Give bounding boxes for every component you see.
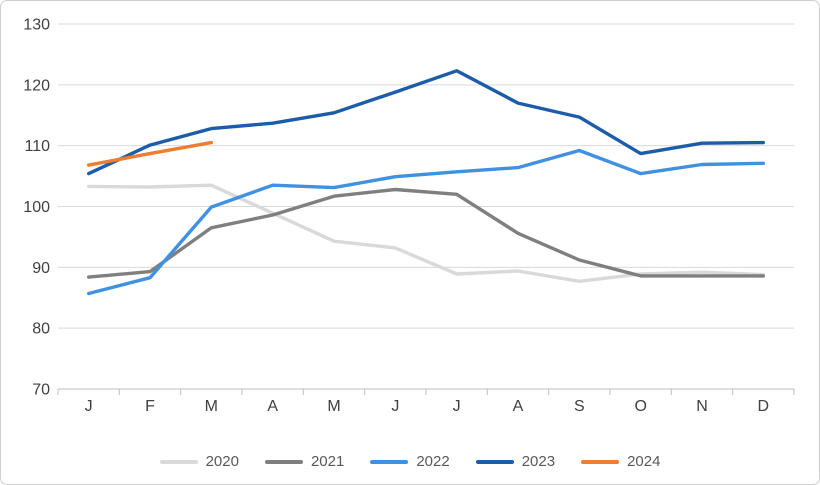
chart-legend: 2020 2021 2022 2023 2024 [1, 453, 819, 470]
y-axis-label-70: 70 [32, 382, 50, 399]
series-line-2022 [86, 148, 765, 296]
legend-label-2021: 2021 [310, 453, 345, 470]
legend-item-2022: 2022 [370, 453, 450, 470]
legend-swatch-2024 [581, 459, 620, 464]
x-axis-label-J-6: J [391, 398, 399, 415]
x-axis-label-F-2: F [145, 398, 155, 415]
series-line-2020 [86, 183, 765, 283]
x-axis-label-M-3: M [205, 398, 218, 415]
series-line-2024 [86, 140, 214, 167]
y-axis-label-90: 90 [32, 260, 50, 277]
y-axis-label-120: 120 [23, 77, 50, 94]
legend-label-2020: 2020 [205, 453, 239, 470]
legend-label-2023: 2023 [521, 453, 556, 470]
y-axis-label-100: 100 [23, 199, 50, 216]
series-line-2023 [86, 69, 765, 176]
x-axis-label-M-5: M [327, 398, 340, 415]
x-axis-label-J-7: J [453, 398, 461, 415]
x-axis-label-A-4: A [267, 398, 278, 415]
x-axis-label-A-8: A [513, 398, 524, 415]
legend-label-2022: 2022 [416, 453, 450, 470]
x-axis-label-J-1: J [85, 398, 93, 415]
x-axis-label-S-9: S [574, 398, 585, 415]
legend-swatch-2022 [370, 459, 409, 464]
legend-swatch-2020 [159, 459, 198, 464]
series-line-2021 [86, 187, 765, 279]
legend-swatch-2021 [264, 459, 303, 464]
y-axis-label-80: 80 [32, 321, 50, 338]
x-axis-label-O-10: O [634, 398, 646, 415]
x-axis-label-N-11: N [696, 398, 708, 415]
legend-item-2020: 2020 [159, 453, 239, 470]
y-axis-label-130: 130 [23, 17, 50, 34]
legend-item-2021: 2021 [264, 453, 345, 470]
legend-item-2024: 2024 [581, 453, 660, 470]
legend-label-2024: 2024 [627, 453, 661, 470]
y-axis-label-110: 110 [24, 138, 50, 155]
x-axis-label-D-12: D [758, 398, 770, 415]
legend-item-2023: 2023 [475, 453, 556, 470]
legend-swatch-2023 [475, 459, 514, 464]
